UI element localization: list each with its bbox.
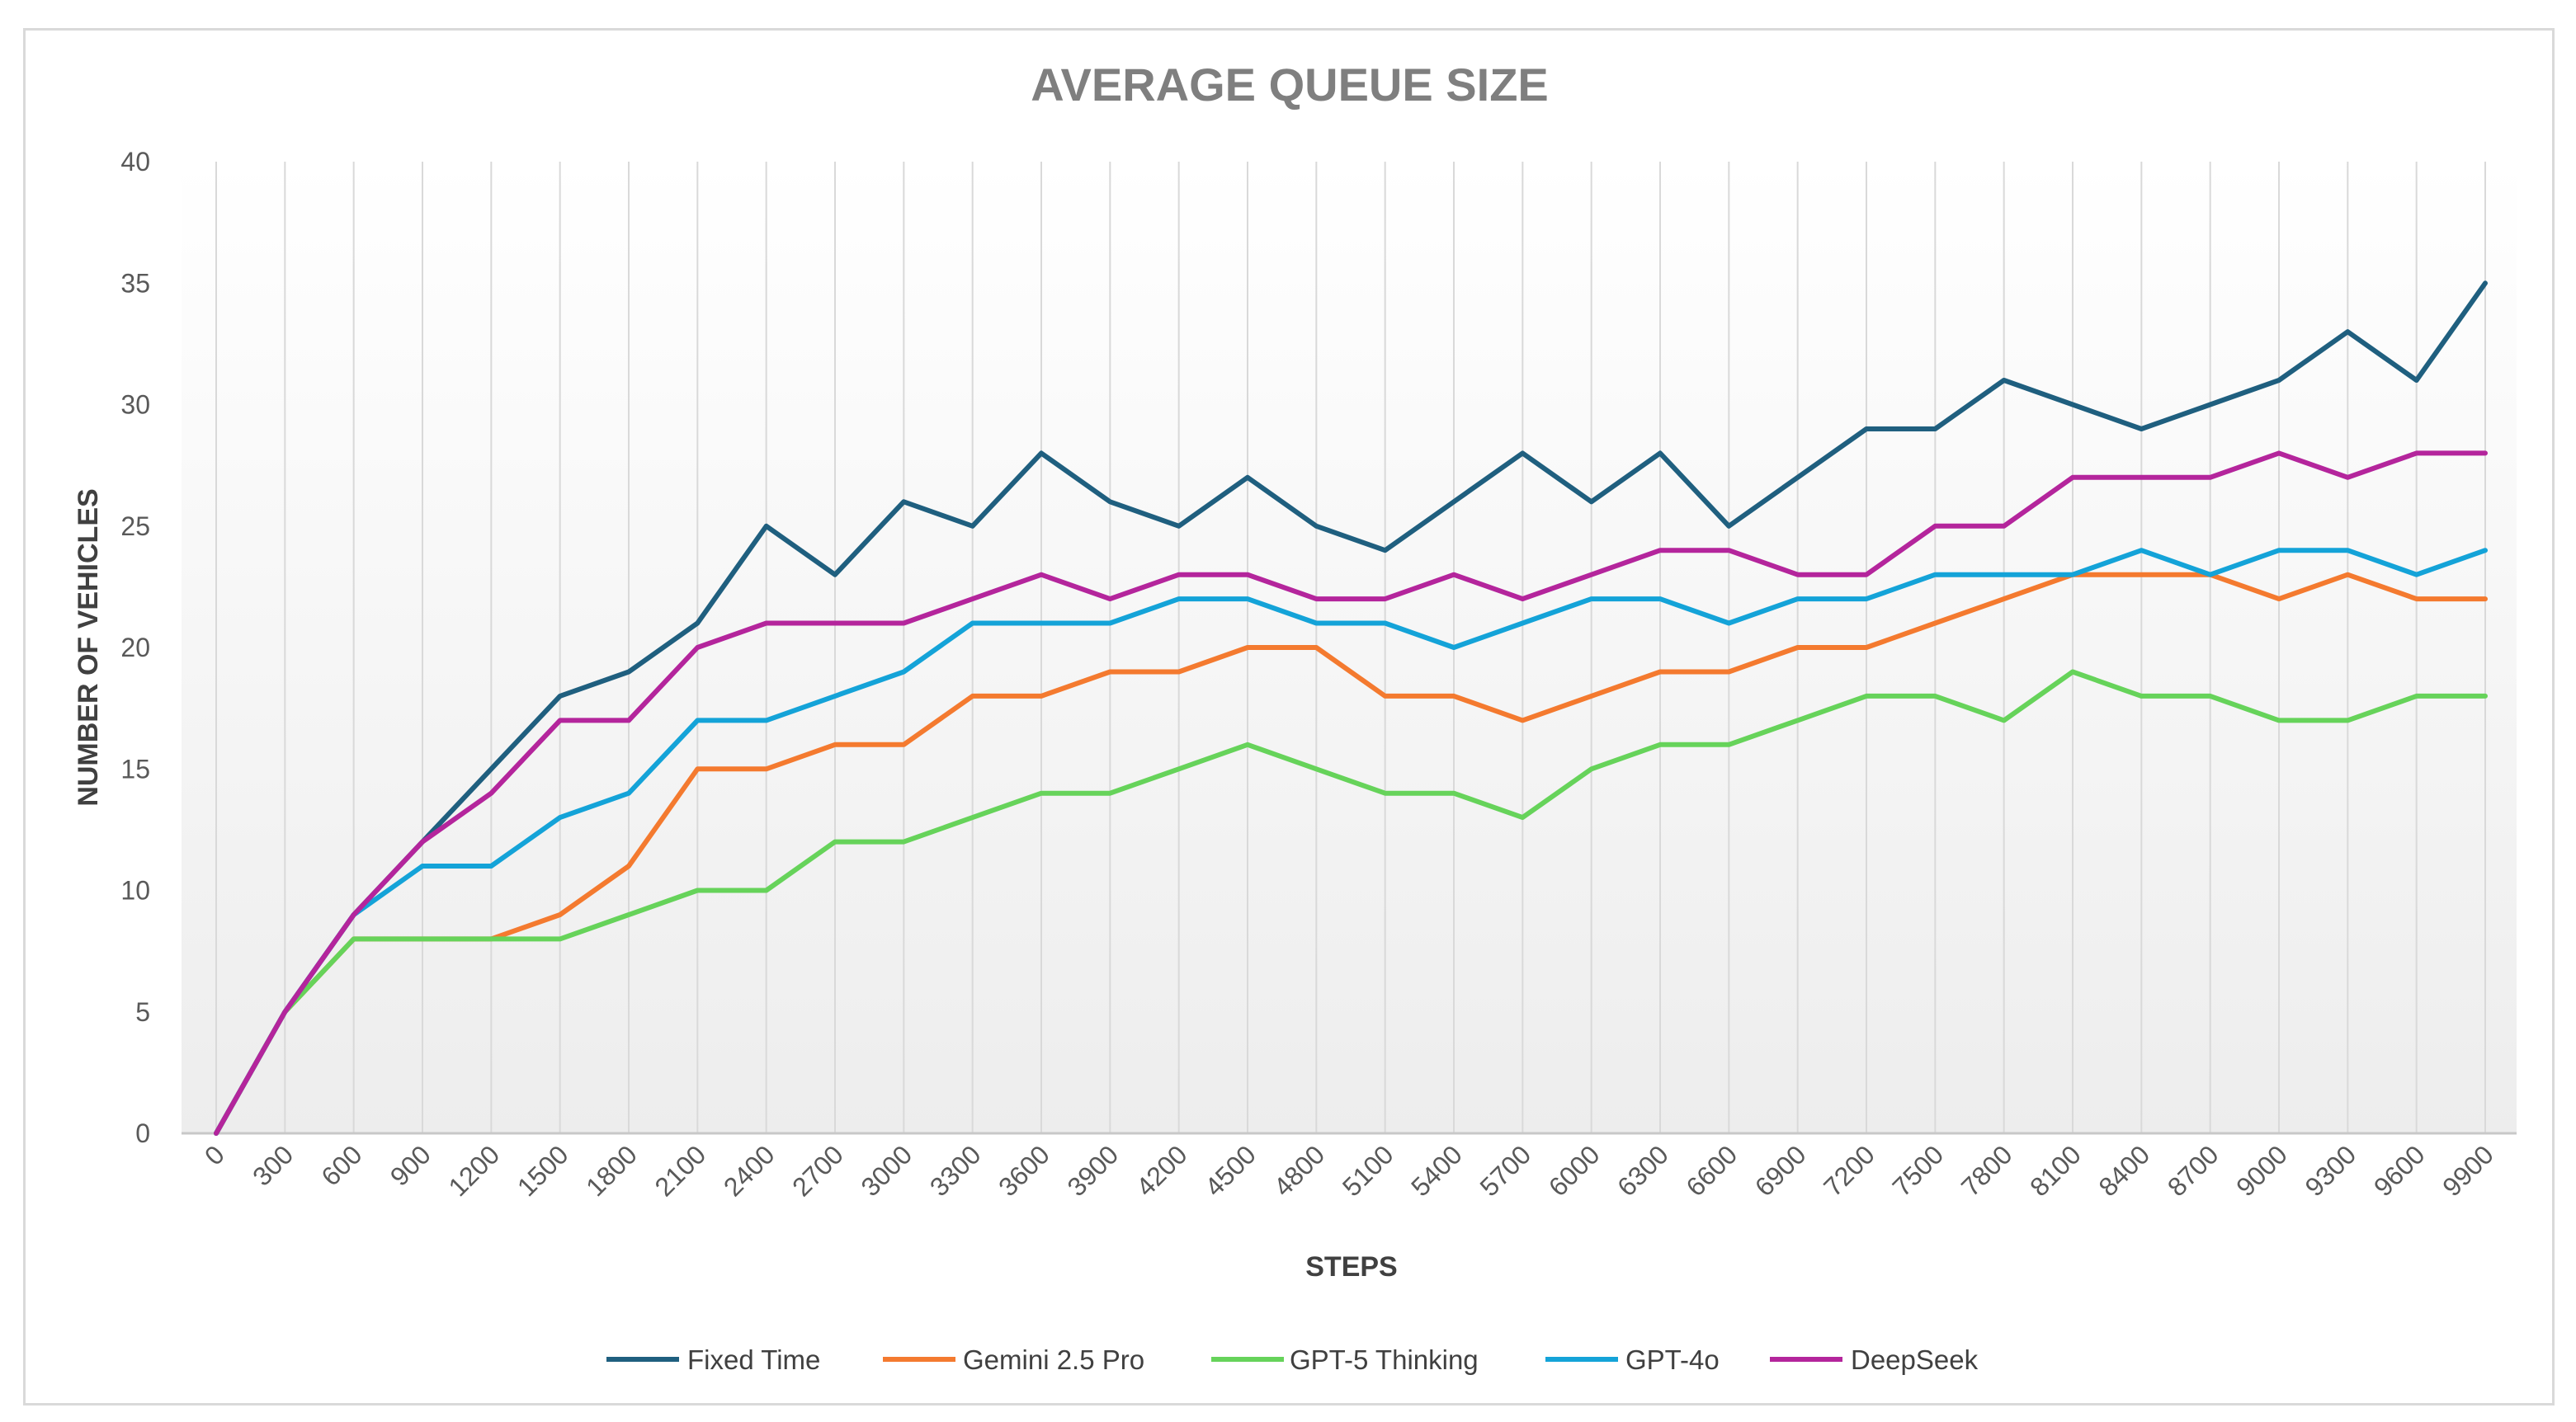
y-tick-label: 0	[135, 1118, 150, 1148]
x-tick-label: 8100	[2024, 1139, 2087, 1202]
x-tick-label: 9000	[2230, 1139, 2293, 1202]
series-line-gpt-4o	[214, 548, 2488, 1136]
legend-item: Fixed Time	[606, 1344, 820, 1375]
x-tick-label: 4500	[1199, 1139, 1262, 1202]
x-tick-label: 7800	[1956, 1139, 2018, 1202]
series-line-deepseek	[214, 450, 2488, 1136]
plot-area	[182, 161, 2517, 1134]
x-tick-label: 8700	[2162, 1139, 2225, 1202]
x-tick-label: 3900	[1061, 1139, 1124, 1202]
x-tick-label: 2700	[786, 1139, 849, 1202]
y-tick-label: 35	[120, 268, 150, 298]
legend-item: GPT-5 Thinking	[1211, 1344, 1479, 1375]
x-tick-label: 2100	[649, 1139, 711, 1202]
x-tick-label: 900	[385, 1139, 436, 1191]
x-tick-label: 3600	[993, 1139, 1055, 1202]
y-tick-label: 40	[120, 147, 150, 177]
x-tick-label: 5400	[1405, 1139, 1468, 1202]
x-tick-label: 5100	[1337, 1139, 1399, 1202]
x-tick-label: 9600	[2368, 1139, 2431, 1202]
x-tick-label: 600	[315, 1139, 367, 1191]
legend-label: DeepSeek	[1851, 1344, 1979, 1375]
x-tick-label: 5700	[1474, 1139, 1536, 1202]
legend-label: Fixed Time	[687, 1344, 820, 1375]
y-tick-label: 5	[135, 997, 150, 1027]
x-tick-label: 7200	[1818, 1139, 1880, 1202]
legend-label: GPT-4o	[1625, 1344, 1720, 1375]
x-tick-label: 300	[247, 1139, 299, 1191]
x-tick-label: 0	[199, 1139, 230, 1170]
legend-label: Gemini 2.5 Pro	[963, 1344, 1144, 1375]
y-tick-label: 15	[120, 754, 150, 784]
x-tick-label: 6900	[1749, 1139, 1812, 1202]
y-tick-label: 10	[120, 876, 150, 906]
legend-label: GPT-5 Thinking	[1290, 1344, 1479, 1375]
x-tick-label: 3300	[924, 1139, 987, 1202]
x-tick-label: 6600	[1680, 1139, 1743, 1202]
x-tick-label: 9300	[2299, 1139, 2361, 1202]
y-axis-title: NUMBER OF VEHICLES	[73, 488, 104, 806]
x-tick-label: 4200	[1130, 1139, 1193, 1202]
legend: Fixed Time Gemini 2.5 Pro GPT-5 Thinking GP…	[606, 1344, 1979, 1375]
y-tick-label: 30	[120, 390, 150, 420]
x-tick-label: 9900	[2437, 1139, 2499, 1202]
series-line-gpt-5-thinking	[214, 669, 2488, 1136]
x-tick-label: 6300	[1611, 1139, 1674, 1202]
legend-item: DeepSeek	[1770, 1344, 1979, 1375]
x-tick-label: 2400	[718, 1139, 781, 1202]
x-tick-label: 6000	[1543, 1139, 1606, 1202]
y-tick-label: 20	[120, 633, 150, 662]
y-axis-ticks: 0 5 10 15 20 25 30 35 40	[120, 147, 150, 1148]
y-tick-label: 25	[120, 511, 150, 541]
series-lines	[214, 280, 2488, 1136]
x-axis-ticks: 0 300 600 900 1200 1500 1800 2100 2400 2700 3000 33…	[199, 1139, 2499, 1202]
x-axis-title: STEPS	[1305, 1251, 1397, 1283]
series-line-gemini-2-5-pro	[214, 572, 2488, 1136]
legend-item: Gemini 2.5 Pro	[883, 1344, 1144, 1375]
x-tick-label: 1800	[580, 1139, 643, 1202]
x-tick-label: 1200	[442, 1139, 505, 1202]
series-line-fixed-time	[214, 280, 2488, 1136]
x-tick-label: 4800	[1267, 1139, 1330, 1202]
x-tick-label: 8400	[2092, 1139, 2155, 1202]
chart-title: AVERAGE QUEUE SIZE	[1031, 59, 1549, 111]
legend-item: GPT-4o	[1545, 1344, 1720, 1375]
x-tick-label: 7500	[1886, 1139, 1949, 1202]
x-tick-label: 3000	[855, 1139, 918, 1202]
x-tick-label: 1500	[512, 1139, 574, 1202]
